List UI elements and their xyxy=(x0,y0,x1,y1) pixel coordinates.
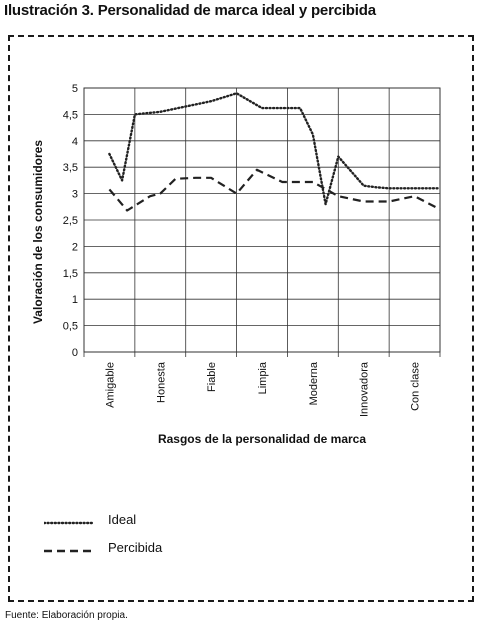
grid-layer xyxy=(83,87,441,353)
y-tick-label: 4,5 xyxy=(63,109,78,121)
y-tick-label: 1 xyxy=(72,294,78,306)
figure-frame xyxy=(8,35,474,602)
x-category-label: Moderna xyxy=(308,361,320,405)
x-category-label: Honesta xyxy=(155,361,167,403)
source-note: Fuente: Elaboración propia. xyxy=(5,610,128,621)
series-line-ideal xyxy=(108,92,442,206)
legend-swatch-percibida xyxy=(44,549,94,553)
y-tick-label: 0,5 xyxy=(63,321,78,333)
x-category-label: Amigable xyxy=(104,362,116,408)
y-tick-label: 3,5 xyxy=(63,162,78,174)
x-category-label: Limpia xyxy=(257,361,269,394)
y-tick-label: 4 xyxy=(72,136,78,148)
x-category-label: Fiable xyxy=(206,362,218,392)
y-tick-label: 5 xyxy=(72,83,78,95)
legend-label-ideal: Ideal xyxy=(108,512,137,527)
legend-swatch-ideal xyxy=(44,521,96,525)
y-tick-label: 2,5 xyxy=(63,215,78,227)
x-axis-title: Rasgos de la personalidad de marca xyxy=(158,432,366,446)
y-tick-label: 0 xyxy=(72,347,78,359)
y-axis-title: Valoración de los consumidores xyxy=(31,140,45,324)
y-tick-label: 3 xyxy=(72,189,78,201)
x-category-label: Con clase xyxy=(410,362,422,411)
x-category-label: Innovadora xyxy=(359,361,371,417)
y-tick-label: 2 xyxy=(72,241,78,253)
series-layer xyxy=(108,92,442,212)
y-tick-label: 1,5 xyxy=(63,268,78,280)
figure-title: Ilustración 3. Personalidad de marca ide… xyxy=(4,2,376,19)
legend-label-percibida: Percibida xyxy=(108,540,163,555)
series-line-percibida xyxy=(108,168,441,212)
axis-layer: 0 0,5 1 1,5 2 2,5 3 3,5 4 4,5 5 Amigable Honesta Fiab… xyxy=(31,83,441,446)
